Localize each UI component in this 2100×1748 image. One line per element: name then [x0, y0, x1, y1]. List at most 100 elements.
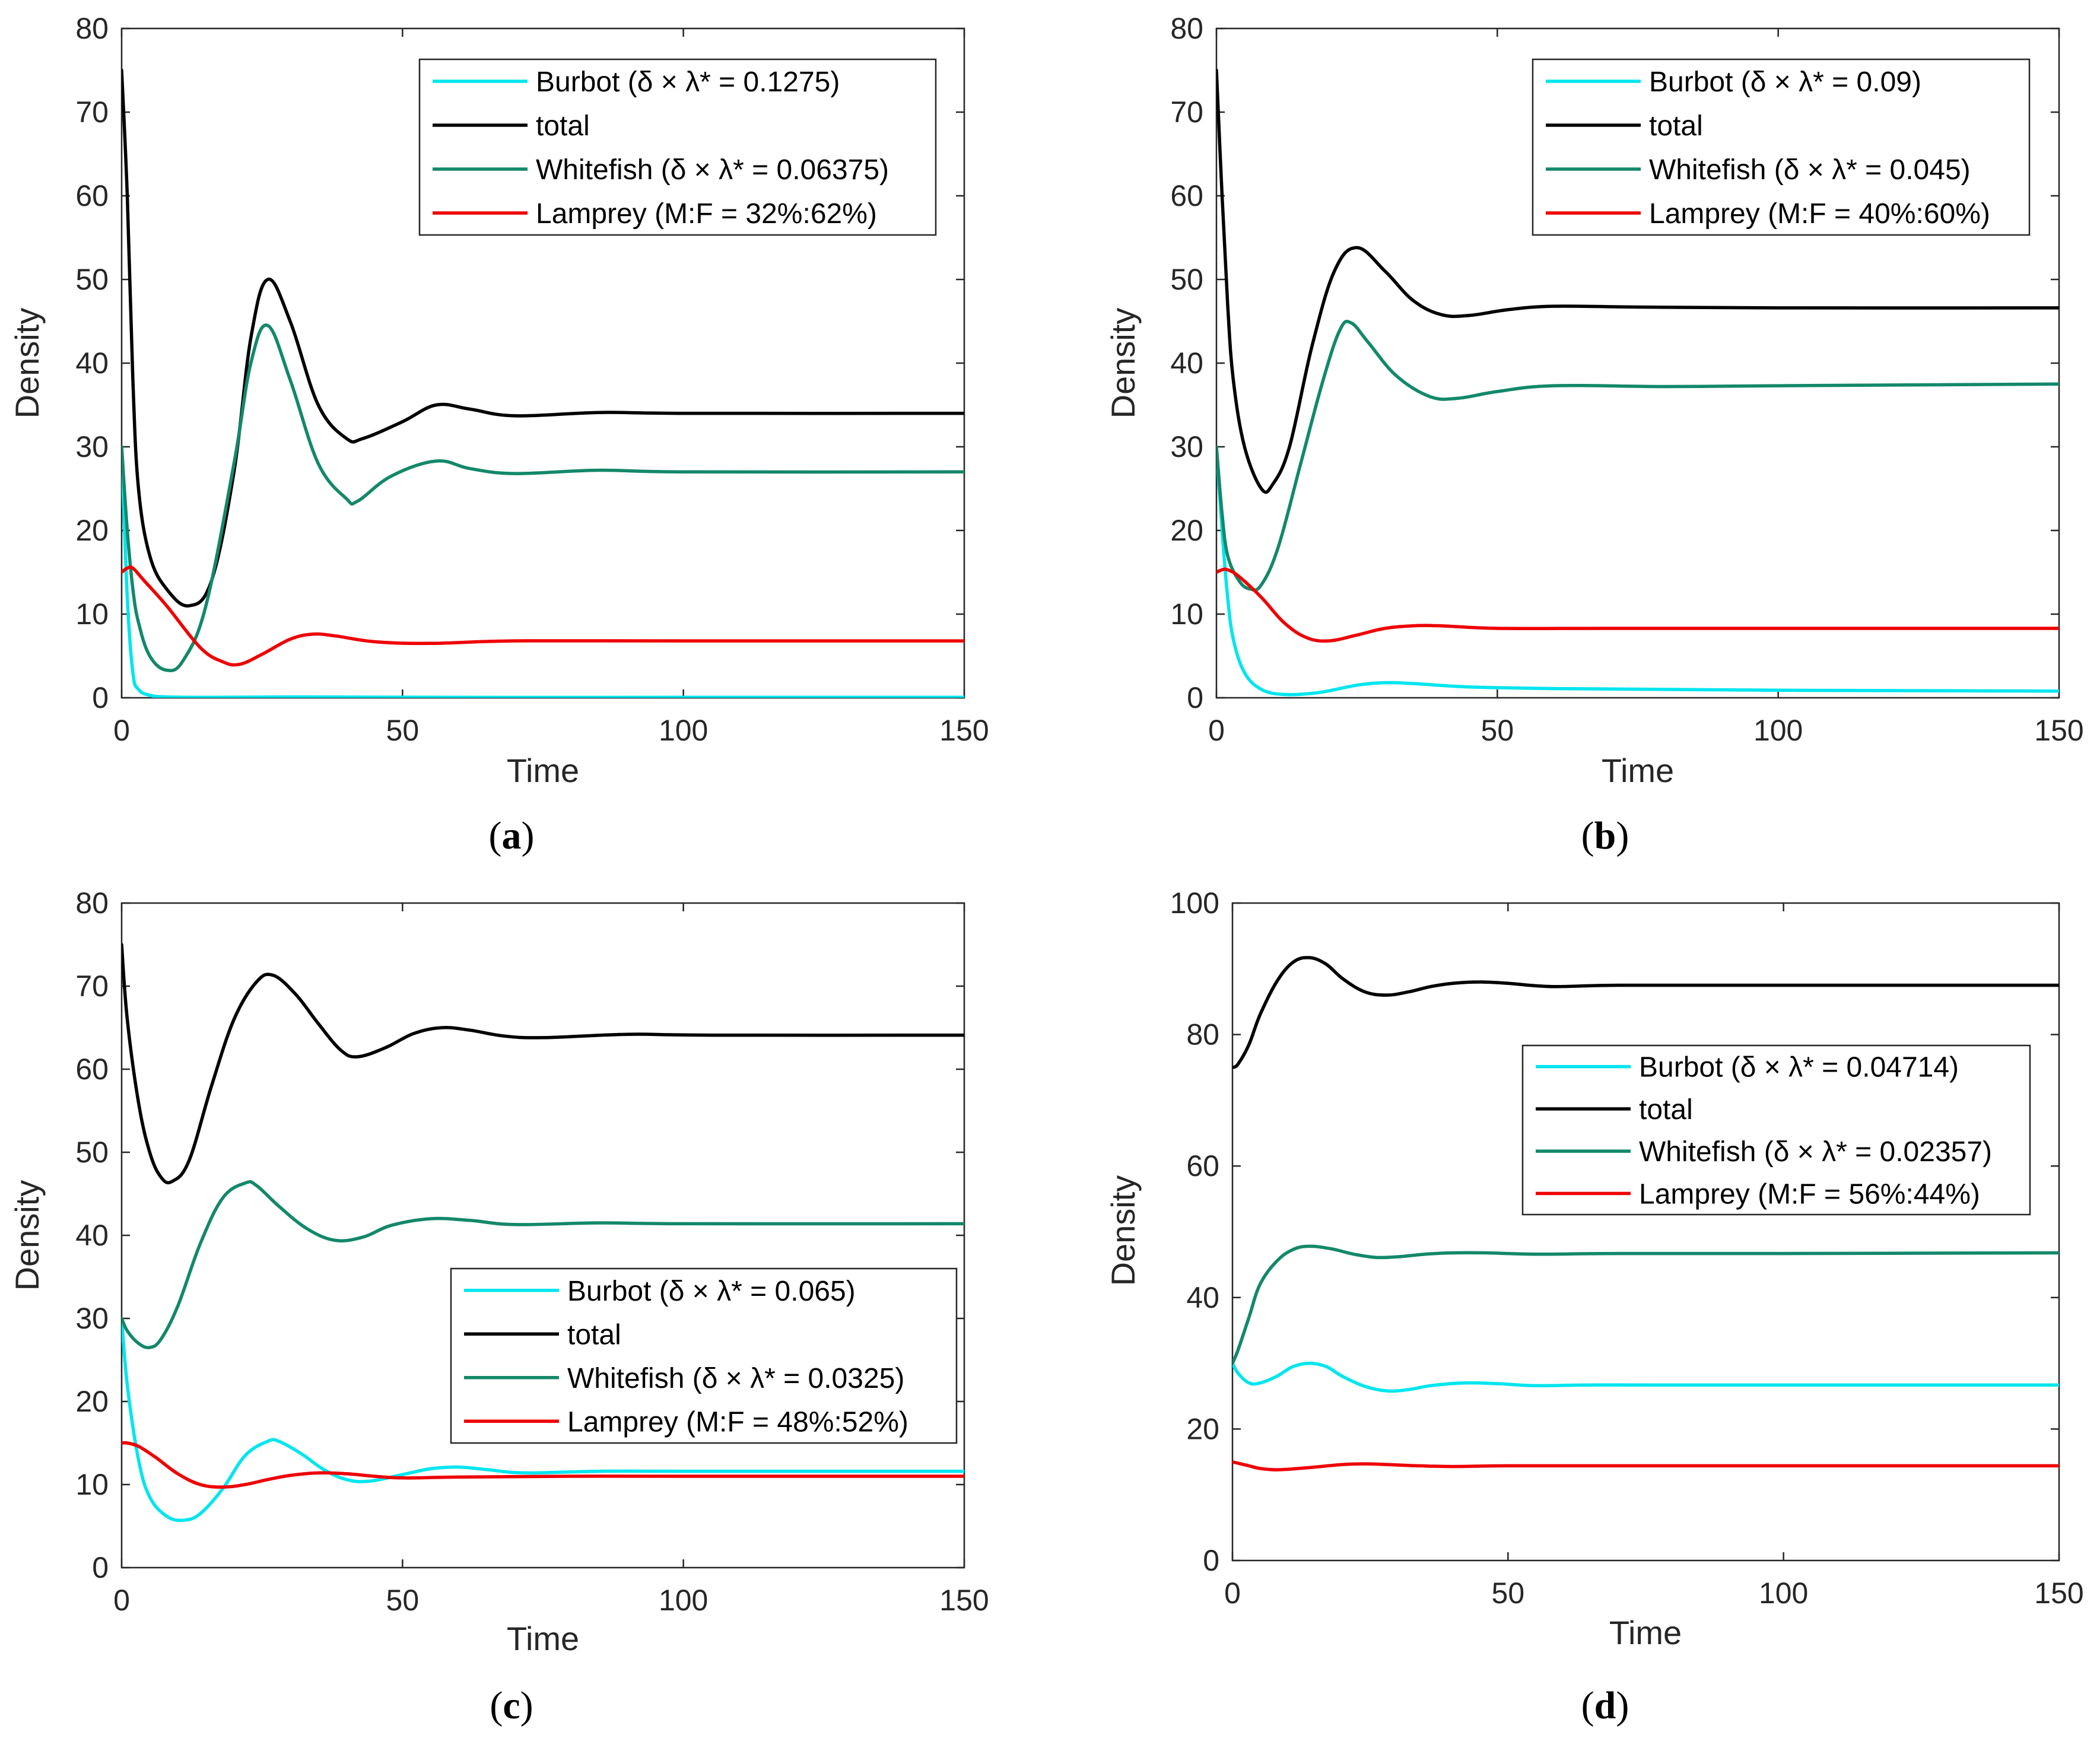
- legend-entry: Lamprey (M:F = 40%:60%): [1649, 198, 1990, 230]
- series-line-total: [122, 943, 964, 1185]
- y-tick-label: 20: [75, 1385, 109, 1418]
- y-tick-label: 30: [75, 430, 109, 463]
- legend-entry: Whitefish (δ × λ* = 0.06375): [536, 154, 889, 186]
- y-tick-label: 40: [1186, 1281, 1219, 1314]
- x-tick-label: 150: [2034, 1577, 2083, 1610]
- y-tick-label: 60: [1170, 179, 1203, 212]
- panel-caption: (d): [1581, 1684, 1629, 1727]
- y-tick-label: 0: [1203, 1544, 1219, 1577]
- series-line-whitefish: [1216, 319, 2059, 592]
- y-tick-label: 10: [75, 598, 109, 631]
- series-lines: [122, 68, 964, 698]
- y-axis-label: Density: [1104, 1175, 1142, 1286]
- y-tick-label: 70: [1170, 96, 1203, 129]
- y-tick-label: 30: [75, 1302, 109, 1335]
- x-tick-label: 50: [386, 1584, 420, 1617]
- series-lines: [122, 943, 964, 1523]
- caption-paren-open: (: [1581, 1684, 1594, 1727]
- series-line-total: [122, 68, 964, 608]
- y-axis-label: Density: [1104, 308, 1142, 419]
- chart-panel-d: 0 50 100 150 0 20 40 60 80 100 Time Density Burbot (…: [1104, 886, 2084, 1727]
- legend-entry: Whitefish (δ × λ* = 0.0325): [567, 1363, 904, 1394]
- legend-entry: total: [536, 110, 590, 142]
- x-tick-label: 0: [113, 1584, 130, 1617]
- series-line-whitefish: [122, 323, 964, 672]
- y-tick-label: 20: [1170, 514, 1203, 547]
- x-tick-label: 50: [1481, 714, 1514, 747]
- caption-paren-close: ): [522, 814, 535, 857]
- y-tick-label: 80: [75, 12, 109, 45]
- series-line-lamprey: [1232, 1460, 2059, 1472]
- plot-area-frame: [1231, 902, 2060, 1562]
- legend-box: [418, 58, 937, 236]
- caption-letter: b: [1594, 814, 1616, 857]
- x-tick-label: 100: [659, 714, 708, 747]
- x-tick-label: 150: [939, 714, 989, 747]
- chart-panel-c: 0 50 100 150 0 10 20 30 40 50 60 70 80 Time Density Bur…: [8, 886, 989, 1727]
- series-line-total: [1232, 956, 2059, 1069]
- y-tick-label: 60: [75, 1053, 109, 1086]
- x-tick-label: 50: [1492, 1577, 1525, 1610]
- y-tick-label: 40: [75, 347, 109, 380]
- caption-letter: d: [1594, 1684, 1616, 1727]
- series-line-lamprey: [122, 1441, 964, 1489]
- y-tick-label: 20: [1186, 1412, 1219, 1445]
- y-axis-label: Density: [8, 1180, 46, 1291]
- y-tick-label: 50: [1170, 263, 1203, 296]
- y-tick-label: 20: [75, 514, 109, 547]
- y-tick-label: 80: [75, 886, 109, 920]
- series-line-burbot: [122, 445, 964, 698]
- series-lines: [1232, 956, 2059, 1472]
- y-tick-label: 60: [1186, 1149, 1219, 1183]
- legend-entry: total: [1639, 1094, 1693, 1126]
- caption-paren-open: (: [1581, 814, 1594, 857]
- panel-caption: (c): [490, 1684, 533, 1727]
- x-axis-label: Time: [507, 752, 579, 789]
- x-tick-label: 100: [1759, 1577, 1808, 1610]
- y-tick-label: 30: [1170, 430, 1203, 463]
- caption-paren-close: ): [1616, 1684, 1629, 1727]
- x-axis-label: Time: [507, 1620, 579, 1657]
- y-tick-label: 0: [92, 1551, 109, 1584]
- legend: Burbot (δ × λ* = 0.065) total Whitefish (δ…: [450, 1267, 958, 1444]
- y-tick-label: 40: [1170, 347, 1203, 380]
- y-axis-label: Density: [8, 308, 46, 419]
- y-tick-label: 0: [92, 681, 109, 714]
- series-line-lamprey: [1216, 567, 2059, 643]
- x-tick-label: 100: [1753, 714, 1803, 747]
- y-tick-label: 70: [75, 970, 109, 1003]
- legend-entry: total: [1649, 110, 1703, 142]
- legend-entry: Burbot (δ × λ* = 0.04714): [1639, 1052, 1959, 1083]
- y-tick-label: 10: [75, 1468, 109, 1501]
- legend-entry: Lamprey (M:F = 48%:52%): [567, 1406, 908, 1438]
- x-tick-label: 150: [2034, 714, 2083, 747]
- x-tick-label: 0: [1224, 1577, 1241, 1610]
- y-tick-label: 70: [75, 96, 109, 129]
- x-axis-label: Time: [1602, 752, 1674, 789]
- legend-entry: total: [567, 1319, 621, 1350]
- series-line-whitefish: [1232, 1244, 2059, 1365]
- legend-entry: Whitefish (δ × λ* = 0.02357): [1639, 1136, 1992, 1168]
- panel-caption: (a): [489, 814, 535, 857]
- series-line-total: [1216, 68, 2059, 494]
- series-line-burbot: [1232, 1361, 2059, 1393]
- chart-panel-b: 0 50 100 150 0 10 20 30 40 50 60 70 80 Time Density Bur…: [1104, 12, 2084, 857]
- y-tick-label: 10: [1170, 598, 1203, 631]
- caption-letter: a: [502, 814, 522, 857]
- y-tick-label: 50: [75, 1136, 109, 1169]
- x-tick-label: 150: [939, 1584, 989, 1617]
- legend-box: [1532, 58, 2031, 236]
- series-line-whitefish: [122, 1180, 964, 1350]
- legend: Burbot (δ × λ* = 0.09) total Whitefish (δ …: [1532, 58, 2031, 236]
- y-tick-label: 80: [1186, 1018, 1219, 1051]
- legend-box: [450, 1267, 958, 1444]
- x-tick-label: 50: [386, 714, 420, 747]
- legend-entry: Burbot (δ × λ* = 0.1275): [536, 66, 840, 98]
- legend-entry: Lamprey (M:F = 32%:62%): [536, 198, 877, 230]
- y-tick-label: 40: [75, 1219, 109, 1252]
- series-line-burbot: [122, 1317, 964, 1523]
- y-tick-label: 80: [1170, 12, 1203, 45]
- legend-entry: Whitefish (δ × λ* = 0.045): [1649, 154, 1971, 186]
